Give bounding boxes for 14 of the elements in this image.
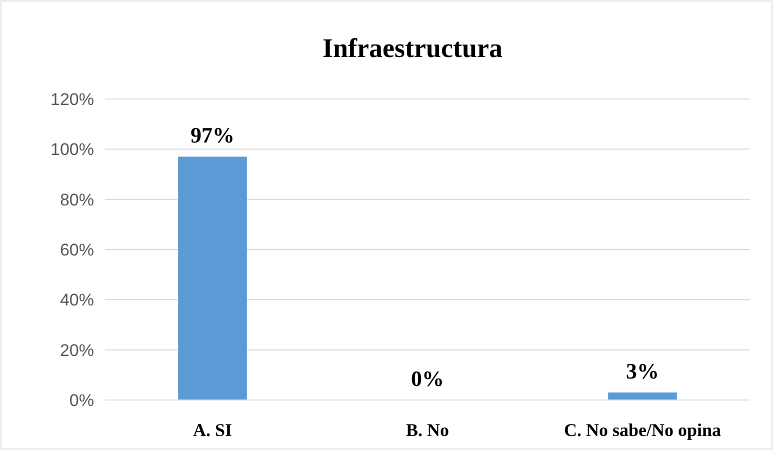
y-tick-label: 0% <box>69 390 94 410</box>
y-tick-label: 40% <box>60 290 94 310</box>
data-label: 0% <box>411 366 444 391</box>
data-label: 3% <box>626 358 659 384</box>
x-tick-label: C. No sabe/No opina <box>564 420 722 440</box>
data-label: 97% <box>190 122 234 148</box>
x-tick-label: A. SI <box>192 420 232 440</box>
chart-title: Infraestructura <box>322 33 503 63</box>
y-tick-label: 20% <box>60 340 94 360</box>
y-tick-label: 120% <box>50 90 94 109</box>
x-tick-label: B. No <box>406 420 450 440</box>
y-tick-label: 80% <box>60 190 94 210</box>
y-tick-label: 60% <box>60 240 94 260</box>
y-tick-label: 100% <box>50 140 94 160</box>
